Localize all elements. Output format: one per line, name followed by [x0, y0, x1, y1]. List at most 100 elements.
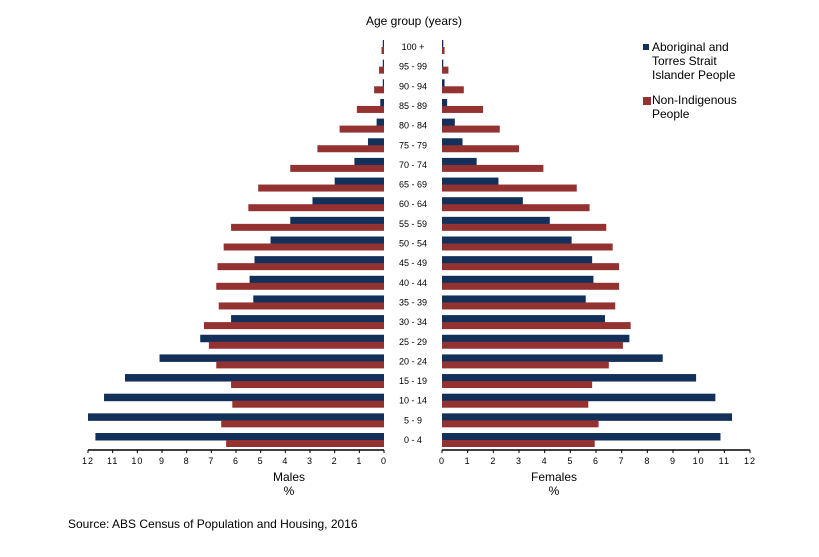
age-group-label: 95 - 99 [399, 62, 427, 72]
bar-male-non-indigenous [374, 86, 384, 94]
bar-male-non-indigenous [226, 440, 384, 447]
legend-label-non-indigenous: Non-Indigenous People [652, 93, 740, 121]
females-tick-label: 2 [490, 456, 496, 466]
age-group-label: 45 - 49 [399, 258, 427, 268]
females-tick-label: 6 [593, 456, 599, 466]
bar-female-non-indigenous [442, 164, 544, 172]
bar-male-indigenous [290, 216, 384, 225]
age-group-label: 60 - 64 [399, 199, 427, 209]
bar-male-indigenous [334, 177, 384, 186]
bar-male-indigenous [159, 354, 384, 362]
bar-female-indigenous [442, 177, 499, 186]
females-tick-label: 3 [516, 456, 522, 466]
age-group-label: 10 - 14 [399, 396, 427, 406]
bar-female-non-indigenous [442, 322, 631, 330]
age-group-label: 0 - 4 [404, 435, 422, 445]
bar-female-non-indigenous [442, 400, 589, 408]
bar-female-non-indigenous [442, 381, 593, 389]
bar-male-indigenous [382, 79, 384, 87]
females-tick-label: 12 [744, 456, 756, 466]
bar-male-non-indigenous [216, 361, 384, 369]
bar-female-non-indigenous [442, 341, 623, 349]
age-group-label: 85 - 89 [399, 101, 427, 111]
legend: Aboriginal and Torres Strait Islander Pe… [643, 40, 740, 121]
bar-male-indigenous [312, 197, 384, 205]
bar-male-non-indigenous [317, 145, 384, 153]
bar-female-indigenous [442, 295, 586, 303]
bar-male-indigenous [125, 374, 384, 382]
males-tick-label: 9 [159, 456, 165, 466]
age-group-label: 50 - 54 [399, 239, 427, 249]
bar-female-indigenous [442, 40, 444, 48]
bar-male-non-indigenous [248, 204, 384, 212]
legend-label-indigenous: Aboriginal and Torres Strait Islander Pe… [652, 40, 736, 82]
females-tick-label: 0 [439, 456, 445, 466]
bar-male-indigenous [95, 433, 385, 441]
bar-female-indigenous [442, 393, 716, 402]
females-axis-label: Females [531, 470, 577, 484]
males-tick-label: 7 [208, 456, 214, 466]
chart-title: Age group (years) [366, 14, 462, 28]
males-axis-unit: % [284, 484, 295, 498]
bar-female-indigenous [442, 197, 523, 205]
bar-male-non-indigenous [203, 322, 384, 330]
males-tick-label: 0 [381, 456, 387, 466]
bar-female-non-indigenous [442, 263, 620, 271]
bar-female-non-indigenous [442, 223, 607, 231]
bar-male-non-indigenous [216, 282, 384, 290]
females-axis-unit: % [549, 484, 560, 498]
age-group-label: 75 - 79 [399, 140, 427, 150]
bar-male-non-indigenous [221, 420, 384, 428]
bar-female-indigenous [442, 138, 463, 146]
females-tick-label: 1 [465, 456, 471, 466]
bar-male-indigenous [253, 295, 384, 303]
bar-male-non-indigenous [223, 243, 384, 251]
females-tick-label: 10 [693, 456, 705, 466]
bar-male-non-indigenous [208, 341, 384, 349]
bar-male-non-indigenous [379, 66, 384, 74]
bar-female-non-indigenous [442, 125, 500, 133]
age-group-label: 5 - 9 [404, 415, 422, 425]
males-tick-label: 3 [307, 456, 313, 466]
males-tick-label: 5 [258, 456, 264, 466]
females-tick-label: 8 [644, 456, 650, 466]
bar-male-indigenous [382, 59, 384, 68]
bar-male-indigenous [249, 275, 384, 284]
source-note: Source: ABS Census of Population and Hou… [68, 517, 358, 531]
bar-male-indigenous [88, 413, 384, 421]
males-tick-label: 6 [233, 456, 239, 466]
males-tick-label: 2 [332, 456, 338, 466]
bar-male-non-indigenous [381, 47, 384, 54]
legend-swatch-indigenous [643, 44, 649, 50]
bar-female-indigenous [442, 216, 550, 225]
males-tick-label: 11 [107, 456, 118, 466]
age-group-label: 20 - 24 [399, 356, 427, 366]
bar-female-non-indigenous [442, 361, 609, 369]
bar-male-indigenous [200, 334, 384, 343]
bar-female-indigenous [442, 354, 663, 362]
bar-female-indigenous [442, 79, 445, 87]
bar-male-non-indigenous [231, 223, 384, 231]
males-tick-label: 12 [82, 456, 94, 466]
females-tick-label: 5 [567, 456, 573, 466]
bar-female-non-indigenous [442, 243, 613, 251]
bar-female-non-indigenous [442, 282, 620, 290]
males-tick-label: 8 [184, 456, 190, 466]
bar-male-indigenous [367, 138, 384, 146]
bar-male-indigenous [376, 118, 384, 127]
age-group-label: 55 - 59 [399, 219, 427, 229]
bar-female-indigenous [442, 118, 455, 127]
bar-female-indigenous [442, 374, 697, 382]
males-tick-label: 1 [356, 456, 362, 466]
males-axis-label: Males [273, 470, 305, 484]
bar-female-indigenous [442, 98, 448, 107]
bar-female-indigenous [442, 59, 444, 68]
males-tick-label: 10 [131, 456, 143, 466]
bar-male-non-indigenous [258, 184, 384, 192]
bar-female-indigenous [442, 157, 477, 166]
age-group-label: 35 - 39 [399, 297, 427, 307]
bar-male-indigenous [354, 157, 384, 166]
bar-male-indigenous [254, 256, 384, 264]
bar-female-non-indigenous [442, 204, 590, 212]
